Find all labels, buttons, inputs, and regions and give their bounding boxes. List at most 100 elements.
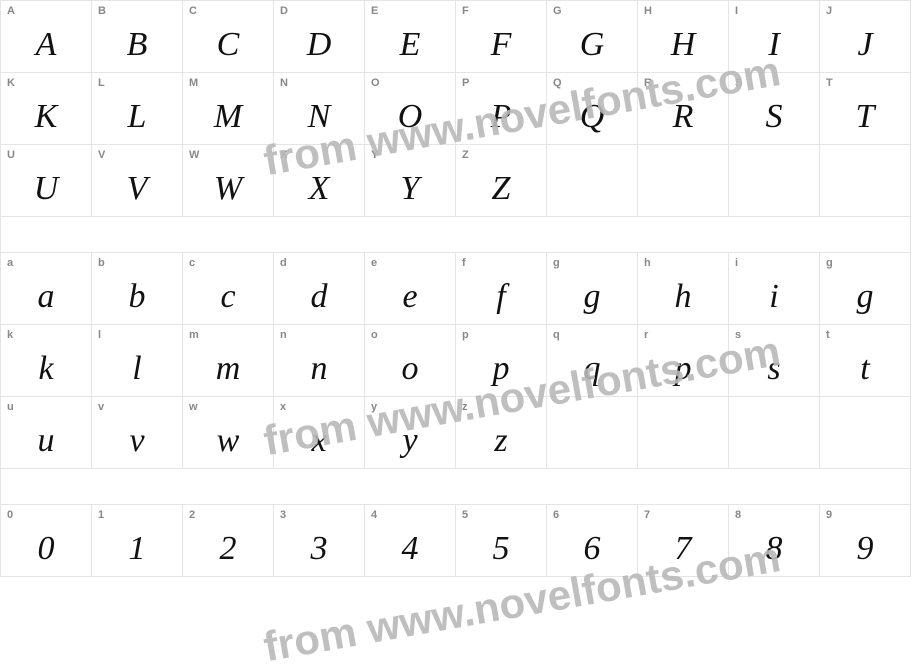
cell-glyph bbox=[547, 397, 637, 468]
glyph-cell: dd bbox=[274, 253, 365, 325]
cell-label: Y bbox=[371, 149, 378, 161]
glyph-cell: hh bbox=[638, 253, 729, 325]
cell-glyph: 7 bbox=[638, 505, 728, 576]
cell-glyph: v bbox=[92, 397, 182, 468]
glyph-cell bbox=[274, 469, 365, 505]
cell-label: 4 bbox=[371, 509, 377, 521]
cell-glyph: I bbox=[729, 1, 819, 72]
cell-glyph: e bbox=[365, 253, 455, 324]
glyph-cell: aa bbox=[1, 253, 92, 325]
cell-label: 6 bbox=[553, 509, 559, 521]
glyph-cell: JJ bbox=[820, 1, 911, 73]
cell-glyph bbox=[638, 397, 728, 468]
cell-label: 3 bbox=[280, 509, 286, 521]
glyph-row: KKLLMMNNOOPPQQRRSSTT bbox=[1, 73, 911, 145]
glyph-cell: 55 bbox=[456, 505, 547, 577]
cell-label: 7 bbox=[644, 509, 650, 521]
cell-label: h bbox=[644, 257, 651, 269]
glyph-cell: ww bbox=[183, 397, 274, 469]
cell-glyph bbox=[820, 145, 910, 216]
cell-glyph: q bbox=[547, 325, 637, 396]
cell-glyph: k bbox=[1, 325, 91, 396]
cell-label: o bbox=[371, 329, 378, 341]
cell-label: Q bbox=[553, 77, 562, 89]
cell-label: D bbox=[280, 5, 288, 17]
cell-label: t bbox=[826, 329, 830, 341]
cell-glyph bbox=[729, 145, 819, 216]
glyph-cell: DD bbox=[274, 1, 365, 73]
glyph-cell: 88 bbox=[729, 505, 820, 577]
glyph-cell: gg bbox=[547, 253, 638, 325]
cell-glyph bbox=[638, 145, 728, 216]
cell-label: b bbox=[98, 257, 105, 269]
cell-glyph: o bbox=[365, 325, 455, 396]
cell-glyph: F bbox=[456, 1, 546, 72]
cell-label: g bbox=[826, 257, 833, 269]
glyph-cell: CC bbox=[183, 1, 274, 73]
glyph-cell: UU bbox=[1, 145, 92, 217]
glyph-cell: ll bbox=[92, 325, 183, 397]
glyph-row: uuvvwwxxyyzz bbox=[1, 397, 911, 469]
cell-glyph: 0 bbox=[1, 505, 91, 576]
glyph-cell: 44 bbox=[365, 505, 456, 577]
cell-label: n bbox=[280, 329, 287, 341]
glyph-cell: vv bbox=[92, 397, 183, 469]
glyph-cell: KK bbox=[1, 73, 92, 145]
glyph-cell bbox=[365, 217, 456, 253]
cell-label: L bbox=[98, 77, 105, 89]
cell-glyph: g bbox=[547, 253, 637, 324]
glyph-cell: 77 bbox=[638, 505, 729, 577]
cell-label: V bbox=[98, 149, 105, 161]
glyph-cell: ZZ bbox=[456, 145, 547, 217]
glyph-cell bbox=[729, 397, 820, 469]
cell-glyph: 9 bbox=[820, 505, 910, 576]
glyph-cell: qq bbox=[547, 325, 638, 397]
cell-label: I bbox=[735, 5, 738, 17]
glyph-cell: oo bbox=[365, 325, 456, 397]
glyph-cell bbox=[638, 397, 729, 469]
glyph-chart-table: AABBCCDDEEFFGGHHIIJJKKLLMMNNOOPPQQRRSSTT… bbox=[0, 0, 911, 577]
cell-glyph: V bbox=[92, 145, 182, 216]
cell-label: Z bbox=[462, 149, 469, 161]
cell-glyph: l bbox=[92, 325, 182, 396]
cell-glyph: z bbox=[456, 397, 546, 468]
cell-label: p bbox=[462, 329, 469, 341]
glyph-row: kkllmmnnooppqqrpsstt bbox=[1, 325, 911, 397]
glyph-cell bbox=[638, 217, 729, 253]
cell-label: T bbox=[826, 77, 833, 89]
cell-glyph: X bbox=[274, 145, 364, 216]
spacer-row bbox=[1, 217, 911, 253]
glyph-cell: MM bbox=[183, 73, 274, 145]
cell-label: K bbox=[7, 77, 15, 89]
cell-label: G bbox=[553, 5, 562, 17]
cell-glyph: i bbox=[729, 253, 819, 324]
cell-label: C bbox=[189, 5, 197, 17]
cell-label: U bbox=[7, 149, 15, 161]
cell-label: y bbox=[371, 401, 377, 413]
glyph-cell bbox=[820, 217, 911, 253]
glyph-cell bbox=[729, 145, 820, 217]
glyph-cell: 22 bbox=[183, 505, 274, 577]
glyph-row: AABBCCDDEEFFGGHHIIJJ bbox=[1, 1, 911, 73]
glyph-cell bbox=[820, 469, 911, 505]
glyph-cell: 00 bbox=[1, 505, 92, 577]
cell-glyph: E bbox=[365, 1, 455, 72]
glyph-cell: bb bbox=[92, 253, 183, 325]
cell-glyph: J bbox=[820, 1, 910, 72]
glyph-row: UUVVWWXXYYZZ bbox=[1, 145, 911, 217]
glyph-cell: ii bbox=[729, 253, 820, 325]
glyph-cell: 33 bbox=[274, 505, 365, 577]
glyph-row: aabbccddeeffgghhiigg bbox=[1, 253, 911, 325]
glyph-cell bbox=[638, 469, 729, 505]
cell-glyph: 2 bbox=[183, 505, 273, 576]
cell-glyph: c bbox=[183, 253, 273, 324]
glyph-cell: XX bbox=[274, 145, 365, 217]
cell-label: E bbox=[371, 5, 378, 17]
glyph-cell: xx bbox=[274, 397, 365, 469]
cell-glyph: 1 bbox=[92, 505, 182, 576]
glyph-cell: II bbox=[729, 1, 820, 73]
cell-label: s bbox=[735, 329, 741, 341]
cell-glyph: s bbox=[729, 325, 819, 396]
glyph-cell: YY bbox=[365, 145, 456, 217]
glyph-cell bbox=[547, 397, 638, 469]
